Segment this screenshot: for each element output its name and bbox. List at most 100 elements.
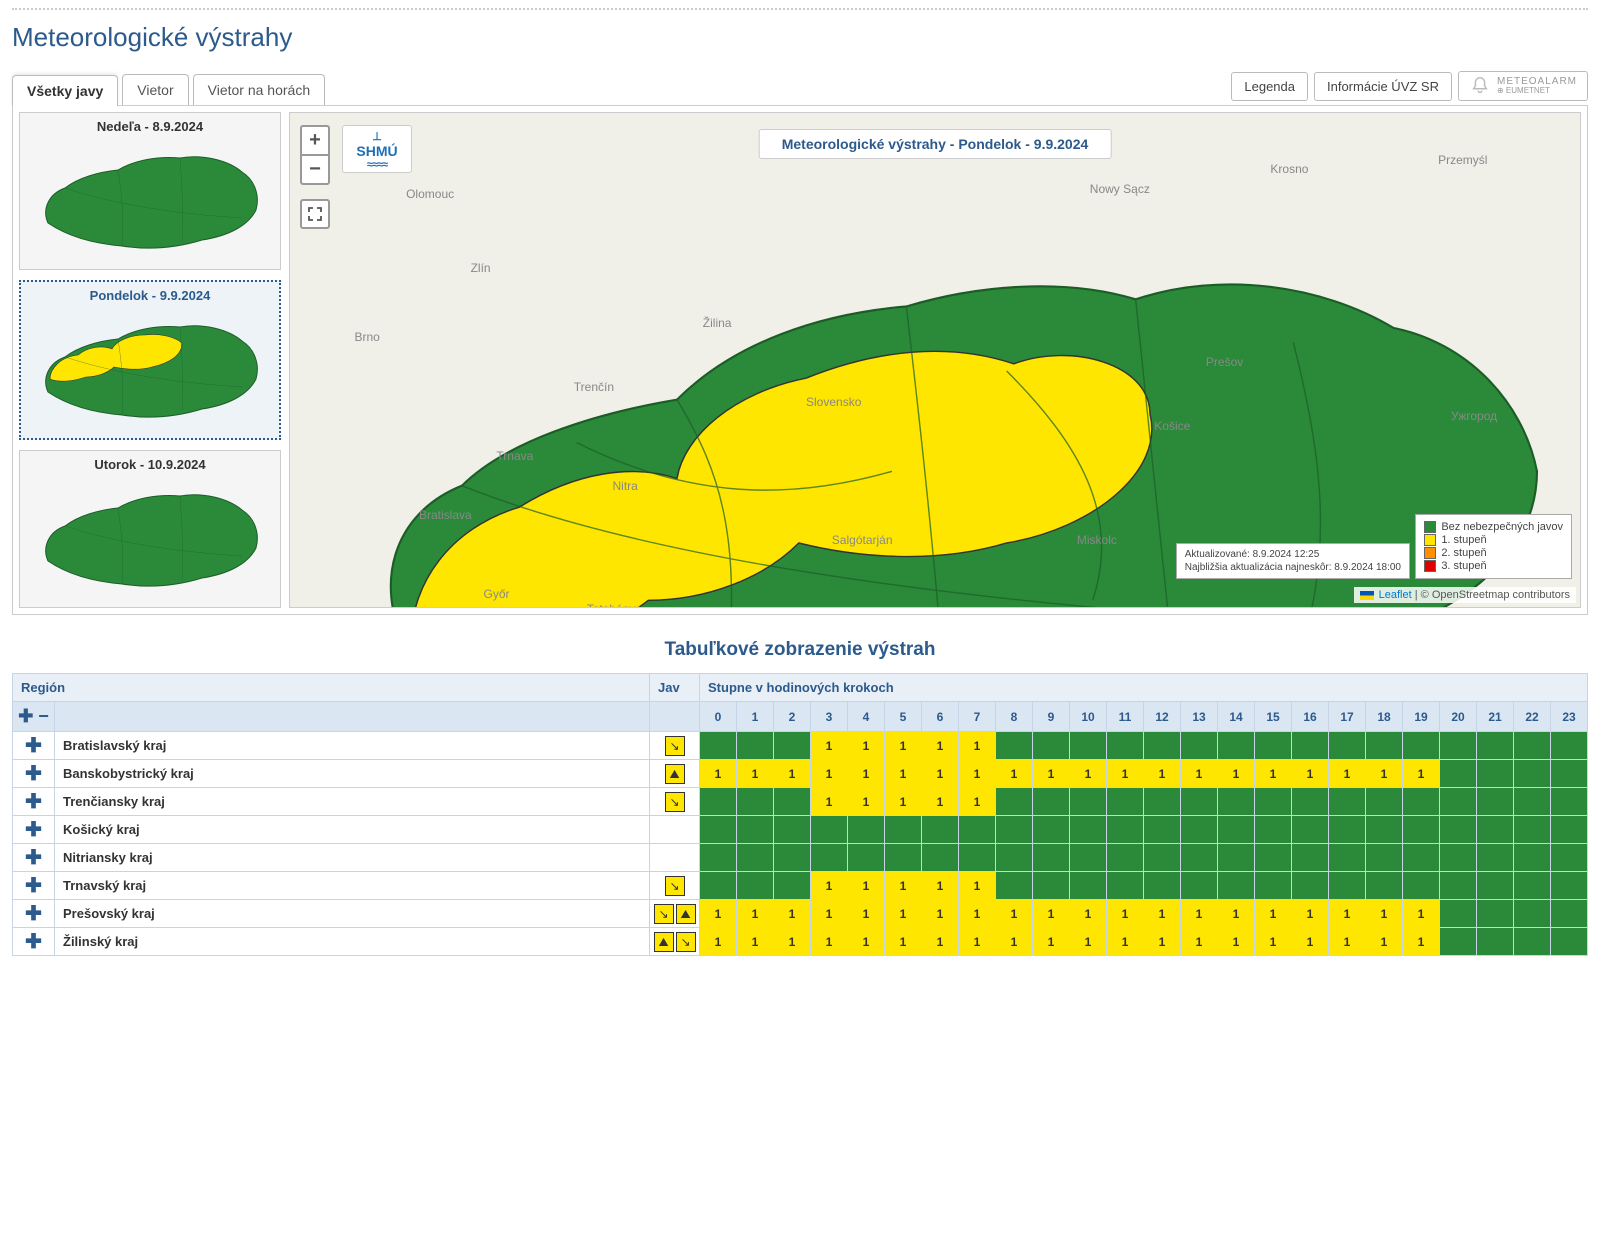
wind-icon: ↘: [665, 736, 685, 756]
hour-header: 4: [848, 702, 885, 732]
zoom-in-button[interactable]: +: [300, 125, 330, 155]
hour-cell: [1551, 788, 1588, 816]
hour-header: 15: [1255, 702, 1292, 732]
hour-cell: 1: [700, 900, 737, 928]
hour-cell: [1033, 872, 1070, 900]
uvz-info-button[interactable]: Informácie ÚVZ SR: [1314, 72, 1452, 101]
tab-wind-mountains[interactable]: Vietor na horách: [193, 74, 325, 105]
main-map[interactable]: + − ⊥ SHMÚ ≈≈≈≈ Meteorologické výstrahy …: [289, 112, 1581, 608]
hour-cell: 1: [1033, 760, 1070, 788]
hour-cell: 1: [1292, 900, 1329, 928]
hour-cell: [1107, 732, 1144, 760]
hour-cell: [1477, 788, 1514, 816]
wind-icon: ↘: [665, 876, 685, 896]
hour-cell: [1403, 788, 1440, 816]
map-svg: [290, 113, 1580, 608]
hour-cell: 1: [811, 788, 848, 816]
expand-button[interactable]: ✚: [13, 760, 55, 788]
table-row: ✚Banskobystrický kraj⛰111111111111111111…: [13, 760, 1588, 788]
expand-button[interactable]: ✚: [13, 900, 55, 928]
tab-wind[interactable]: Vietor: [122, 74, 188, 105]
hour-cell: 1: [848, 788, 885, 816]
hour-cell: [737, 788, 774, 816]
hour-header: 0: [700, 702, 737, 732]
mountain-wind-icon: ⛰: [676, 904, 696, 924]
day-title: Pondelok - 9.9.2024: [29, 288, 271, 303]
hour-cell: [1366, 788, 1403, 816]
hour-cell: [1514, 844, 1551, 872]
zoom-out-button[interactable]: −: [300, 155, 330, 185]
day-card-0[interactable]: Nedeľa - 8.9.2024: [19, 112, 281, 270]
table-row: ✚Trenčiansky kraj↘11111: [13, 788, 1588, 816]
table-title: Tabuľkové zobrazenie výstrah: [12, 639, 1588, 661]
hour-cell: [922, 816, 959, 844]
expand-button[interactable]: ✚: [13, 788, 55, 816]
hour-cell: 1: [774, 928, 811, 956]
day-card-1[interactable]: Pondelok - 9.9.2024: [19, 280, 281, 440]
hour-cell: [1440, 872, 1477, 900]
hour-cell: [1440, 900, 1477, 928]
tab-all[interactable]: Všetky javy: [12, 75, 118, 106]
hour-cell: [959, 816, 996, 844]
hour-cell: [1440, 732, 1477, 760]
hour-cell: 1: [1144, 760, 1181, 788]
hour-cell: 1: [922, 928, 959, 956]
hour-cell: [1070, 732, 1107, 760]
hour-cell: [1181, 844, 1218, 872]
hour-cell: [1329, 872, 1366, 900]
region-name: Banskobystrický kraj: [55, 760, 650, 788]
hour-cell: [1144, 732, 1181, 760]
hour-header: 8: [996, 702, 1033, 732]
legend-item: Bez nebezpečných javov: [1424, 521, 1563, 533]
mountain-wind-icon: ⛰: [654, 932, 674, 952]
hour-cell: [1255, 732, 1292, 760]
expand-all-button[interactable]: ✚ −: [13, 702, 55, 732]
hour-cell: [1144, 872, 1181, 900]
hour-cell: [1033, 732, 1070, 760]
hour-cell: [1218, 732, 1255, 760]
hour-cell: 1: [1329, 900, 1366, 928]
map-title: Meteorologické výstrahy - Pondelok - 9.9…: [759, 129, 1112, 159]
hour-cell: [1551, 760, 1588, 788]
table-row: ✚Trnavský kraj↘11111: [13, 872, 1588, 900]
hour-header: 14: [1218, 702, 1255, 732]
hour-cell: [1514, 732, 1551, 760]
hour-cell: 1: [885, 732, 922, 760]
warnings-table: Región Jav Stupne v hodinových krokoch ✚…: [12, 673, 1588, 956]
day-card-2[interactable]: Utorok - 10.9.2024: [19, 450, 281, 608]
hour-cell: [1440, 844, 1477, 872]
expand-button[interactable]: ✚: [13, 928, 55, 956]
col-region: Región: [13, 674, 650, 702]
hour-cell: [1403, 816, 1440, 844]
hour-cell: [1366, 816, 1403, 844]
hour-cell: 1: [1255, 900, 1292, 928]
expand-button[interactable]: ✚: [13, 844, 55, 872]
meteoalarm-link[interactable]: METEOALARM ⊕ EUMETNET: [1458, 71, 1588, 101]
jav-cell: ↘: [650, 732, 700, 760]
leaflet-link[interactable]: Leaflet: [1379, 589, 1412, 601]
hour-cell: [1514, 928, 1551, 956]
hour-cell: [1477, 732, 1514, 760]
expand-button[interactable]: ✚: [13, 872, 55, 900]
expand-button[interactable]: ✚: [13, 732, 55, 760]
table-row: ✚Košický kraj: [13, 816, 1588, 844]
table-row: ✚Žilinský kraj⛰↘11111111111111111111: [13, 928, 1588, 956]
hour-cell: 1: [848, 900, 885, 928]
hour-cell: [1107, 844, 1144, 872]
hour-cell: 1: [959, 928, 996, 956]
hour-cell: [1514, 900, 1551, 928]
hour-cell: 1: [1181, 928, 1218, 956]
hour-cell: 1: [1144, 928, 1181, 956]
hour-cell: [700, 732, 737, 760]
jav-cell: ⛰: [650, 760, 700, 788]
region-name: Bratislavský kraj: [55, 732, 650, 760]
hour-cell: 1: [1329, 928, 1366, 956]
hour-header: 16: [1292, 702, 1329, 732]
shmu-logo: ⊥ SHMÚ ≈≈≈≈: [342, 125, 412, 173]
expand-button[interactable]: ✚: [13, 816, 55, 844]
fullscreen-button[interactable]: [300, 199, 330, 229]
hour-cell: 1: [922, 732, 959, 760]
map-legend: Bez nebezpečných javov1. stupeň2. stupeň…: [1415, 514, 1572, 579]
hour-cell: [1218, 788, 1255, 816]
legend-button[interactable]: Legenda: [1231, 72, 1308, 101]
